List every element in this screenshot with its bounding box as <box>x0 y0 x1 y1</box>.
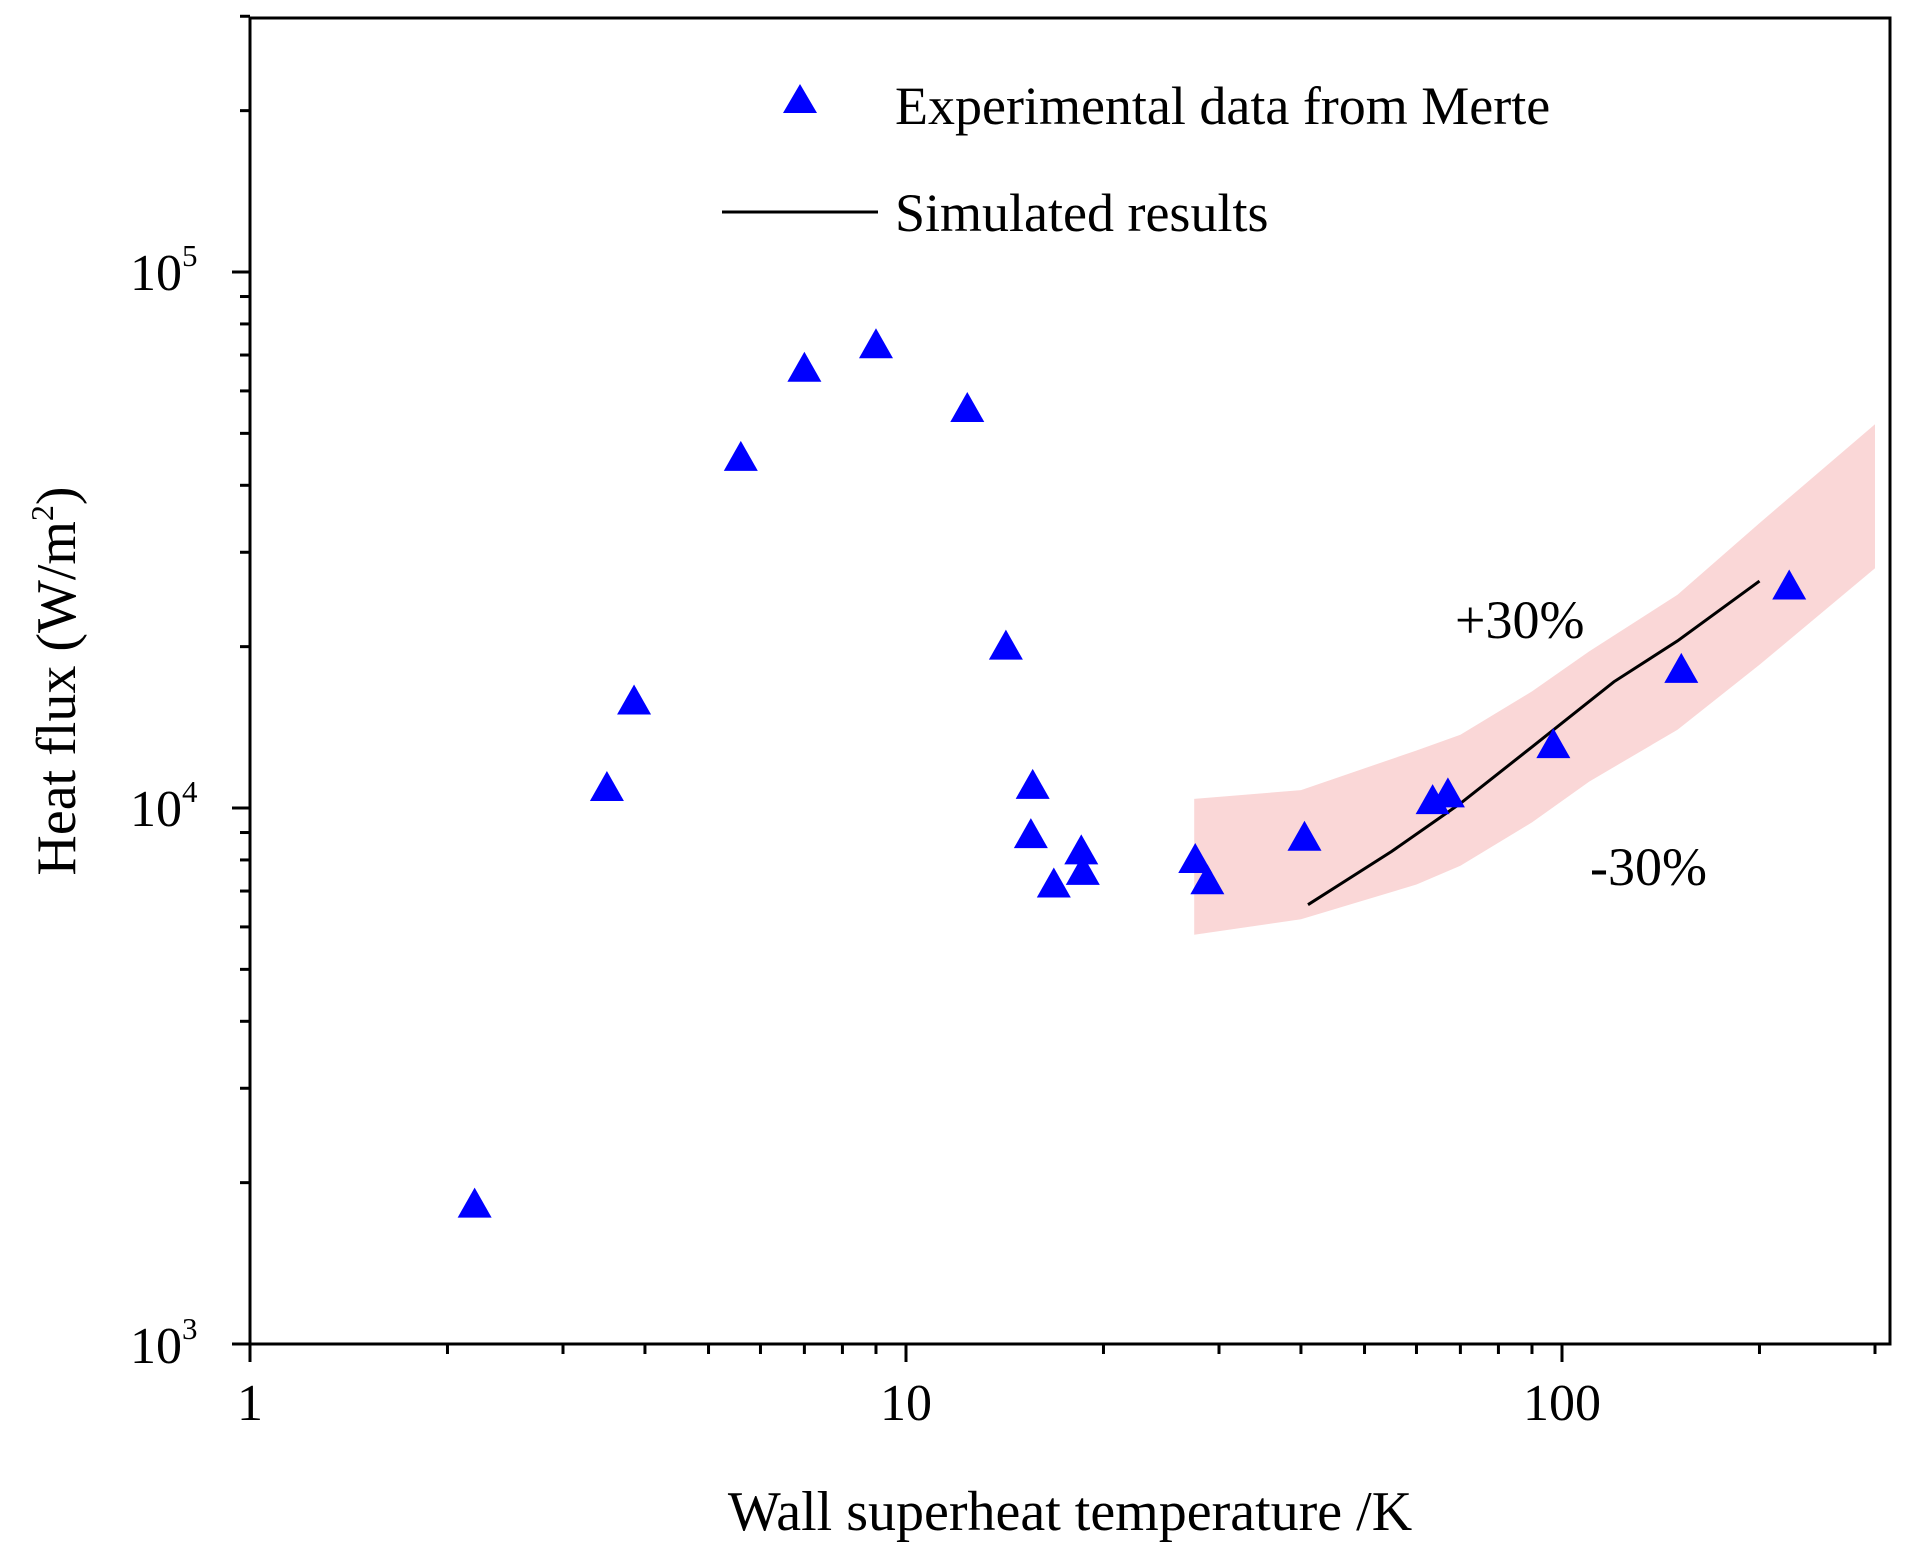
x-tick-label-1: 1 <box>237 1375 263 1432</box>
data-point-marker <box>858 328 893 359</box>
data-point-marker <box>1772 569 1807 600</box>
data-point-marker <box>1430 777 1465 808</box>
plot-frame <box>248 16 1892 1346</box>
simulated-line <box>1307 579 1761 906</box>
data-point-marker <box>617 684 652 715</box>
data-point-marker <box>1536 728 1571 759</box>
annotation-plus-30: +30% <box>1455 590 1584 650</box>
data-point-marker <box>1178 842 1213 873</box>
data-point-marker <box>1015 768 1050 799</box>
data-point-marker <box>1664 652 1699 683</box>
error-band <box>1194 424 1875 935</box>
data-point-marker <box>1013 818 1048 849</box>
y-tick-label-1e4: 104 <box>130 774 198 838</box>
experimental-markers <box>457 328 1807 1218</box>
data-point-marker <box>589 770 624 801</box>
data-point-marker <box>1065 854 1100 885</box>
x-tick-label-10: 10 <box>880 1375 932 1432</box>
legend-label-experimental: Experimental data from Merte <box>895 76 1550 136</box>
y-axis-label: Heat flux (W/m2) <box>24 486 88 875</box>
data-point-marker <box>723 440 758 471</box>
data-point-marker <box>1287 820 1322 851</box>
x-tick-label-100: 100 <box>1523 1375 1601 1432</box>
legend-label-simulated: Simulated results <box>895 183 1268 243</box>
data-point-marker <box>950 392 985 423</box>
data-point-marker <box>1190 864 1225 895</box>
annotation-minus-30: -30% <box>1590 837 1707 897</box>
y-tick-label-1e3: 103 <box>130 1311 198 1375</box>
axis-ticks <box>232 14 1877 1362</box>
y-tick-label-1e5: 105 <box>130 238 198 302</box>
data-point-marker <box>988 629 1023 660</box>
data-point-marker <box>457 1187 492 1218</box>
data-point-marker <box>787 351 822 382</box>
x-axis-label: Wall superheat temperature /K <box>728 1481 1412 1543</box>
data-point-marker <box>1036 867 1071 898</box>
legend-triangle-marker <box>783 84 817 113</box>
data-point-marker <box>1064 834 1099 865</box>
